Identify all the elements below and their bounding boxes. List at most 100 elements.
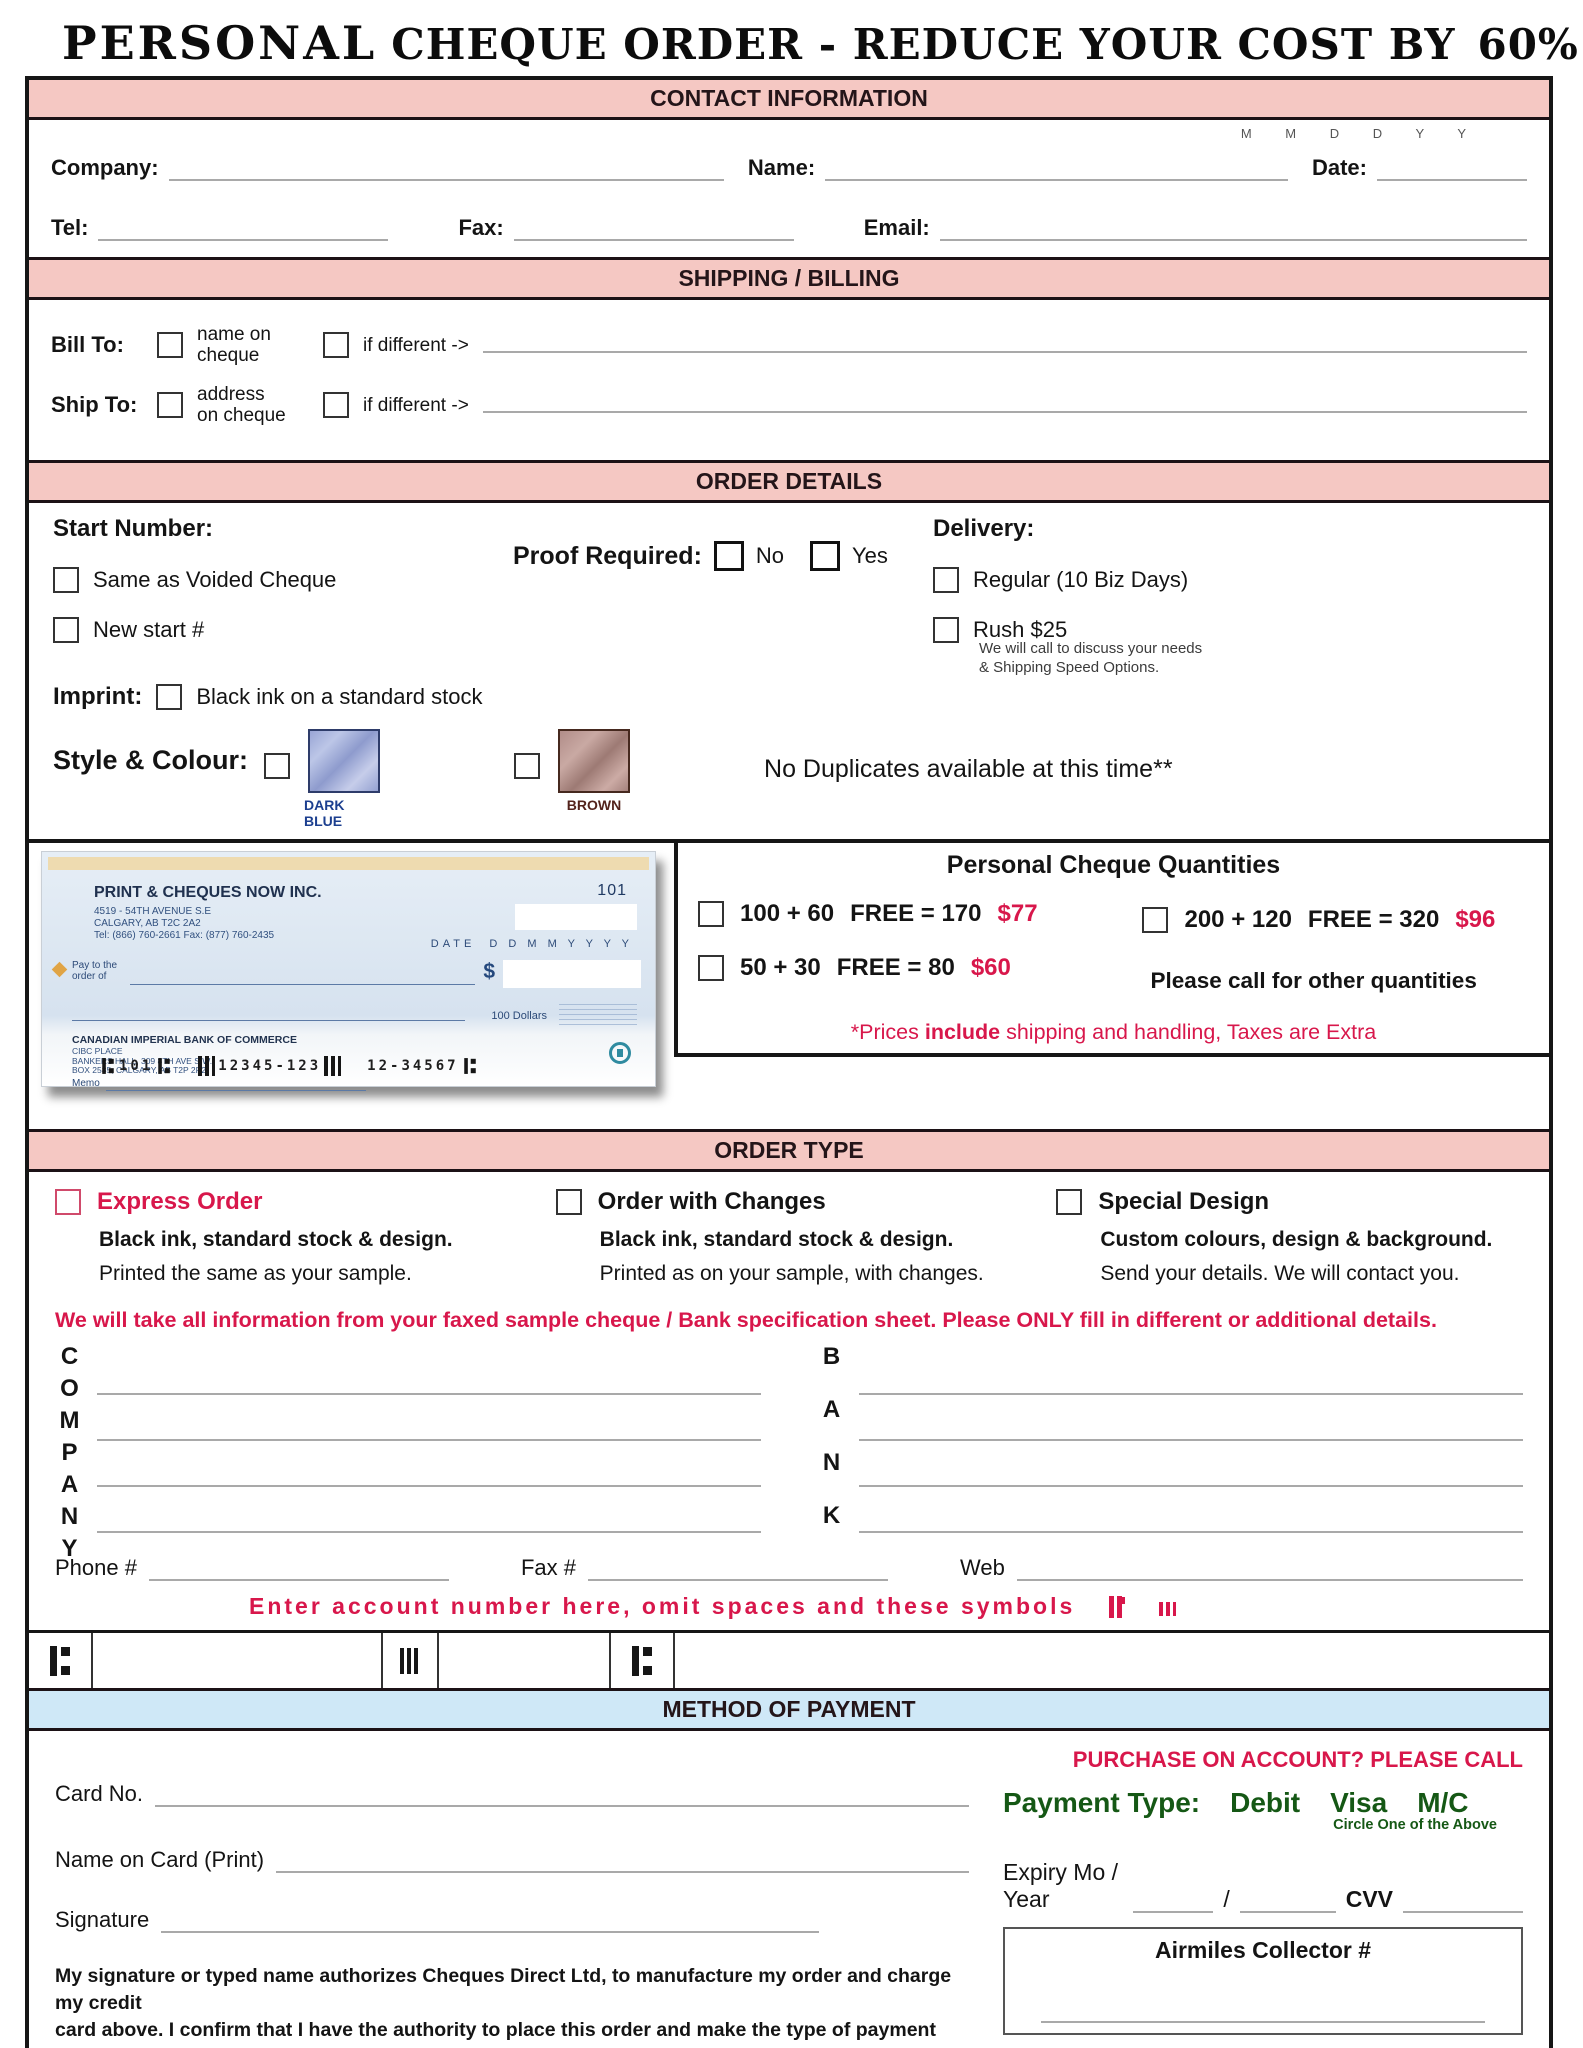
payment-type-visa[interactable]: Visa — [1330, 1787, 1388, 1818]
company-line-1[interactable] — [97, 1349, 761, 1395]
order-type-express: Express Order Black ink, standard stock … — [55, 1188, 522, 1286]
tel-input-line[interactable] — [98, 224, 389, 241]
cheque-payee-line — [130, 984, 475, 985]
micr-transit-icon — [399, 1647, 421, 1674]
account-number-row — [29, 1630, 1549, 1688]
bill-name-on-cheque-checkbox[interactable] — [157, 332, 183, 358]
brown-swatch[interactable] — [558, 729, 631, 793]
proof-no-checkbox[interactable] — [713, 541, 744, 571]
order-with-changes-checkbox[interactable] — [555, 1189, 582, 1215]
name-on-card-label: Name on Card (Print) — [55, 1847, 265, 1872]
payment-type-row: Payment Type: Debit Visa M/C — [1003, 1787, 1523, 1819]
order-type-changes: Order with Changes Black ink, standard s… — [555, 1188, 1023, 1286]
expiry-year-line[interactable] — [1239, 1889, 1336, 1913]
company-line-2[interactable] — [97, 1395, 761, 1441]
airmiles-input-line[interactable] — [1041, 2021, 1485, 2023]
dark-blue-checkbox[interactable] — [264, 753, 291, 779]
institution-number-cell[interactable] — [439, 1633, 611, 1688]
ship-if-different-label: if different -> — [363, 394, 469, 416]
date-input-line[interactable] — [1377, 164, 1527, 181]
express-order-desc2: Printed the same as your sample. — [99, 1262, 412, 1285]
proof-no-label: No — [755, 543, 785, 568]
ship-address-on-cheque-checkbox[interactable] — [157, 392, 183, 418]
quantities-panel: Personal Cheque Quantities 100 + 60 FREE… — [674, 843, 1549, 1057]
brown-checkbox[interactable] — [514, 753, 541, 779]
ship-address-input-line[interactable] — [482, 397, 1527, 414]
micr-symbol-cell-1 — [29, 1633, 93, 1688]
account-number-instruction: Enter account number here, omit spaces a… — [29, 1581, 1549, 1630]
dark-blue-swatch[interactable] — [308, 729, 381, 793]
company-bank-section: COMPANY BANK — [29, 1341, 1549, 1567]
branch-number-cell[interactable] — [93, 1633, 383, 1688]
micr-transit-icon — [198, 1056, 216, 1076]
order-with-changes-desc1: Black ink, standard stock & design. — [599, 1228, 954, 1251]
cheque-security-stamp — [559, 1004, 637, 1026]
purchase-on-account-note: PURCHASE ON ACCOUNT? PLEASE CALL — [1072, 1747, 1523, 1772]
card-no-input-line[interactable] — [155, 1784, 969, 1807]
call-for-quantities-note: Please call for other quantities — [1150, 968, 1477, 993]
cheque-micr-line: 101 12345-123 12-34567 — [100, 1055, 478, 1077]
company-line-4[interactable] — [97, 1487, 761, 1533]
delivery-rush-label: Rush $25 — [973, 617, 1068, 642]
rush-note: We will call to discuss your needs & Shi… — [979, 640, 1203, 676]
qty-100-checkbox[interactable] — [698, 901, 724, 927]
order-type-special: Special Design Custom colours, design & … — [1056, 1188, 1523, 1286]
express-order-checkbox[interactable] — [55, 1189, 81, 1215]
web-input-line[interactable] — [1016, 1558, 1523, 1581]
qty-50-checkbox[interactable] — [698, 955, 724, 981]
special-design-checkbox[interactable] — [1056, 1189, 1083, 1215]
fax-label: Fax: — [458, 215, 504, 240]
email-input-line[interactable] — [939, 224, 1527, 241]
fax-input-line[interactable] — [513, 224, 794, 241]
same-as-voided-checkbox[interactable] — [53, 567, 79, 593]
fax-number-input-line[interactable] — [588, 1558, 888, 1581]
quantity-option-100: 100 + 60 FREE = 170 $77 — [698, 900, 1142, 928]
expiry-label: Expiry Mo / Year — [1003, 1859, 1119, 1912]
name-input-line[interactable] — [825, 164, 1288, 181]
bill-if-different-checkbox[interactable] — [323, 332, 349, 358]
bank-line-3[interactable] — [859, 1441, 1523, 1487]
special-design-desc2: Send your details. We will contact you. — [1100, 1262, 1460, 1285]
cheque-company-address: 4519 - 54TH AVENUE S.E CALGARY, AB T2C 2… — [94, 906, 275, 941]
delivery-regular-checkbox[interactable] — [933, 567, 959, 593]
brown-swatch-label: BROWN — [566, 797, 622, 813]
new-start-checkbox[interactable] — [53, 617, 79, 643]
delivery-rush-checkbox[interactable] — [933, 617, 959, 643]
ship-option-label: address on cheque — [197, 384, 286, 426]
prices-note-post: shipping and handling, Taxes are Extra — [1000, 1020, 1377, 1044]
cheque-date-hint: D D M M Y Y Y Y — [489, 938, 633, 950]
signature-input-line[interactable] — [161, 1910, 820, 1933]
bank-line-4[interactable] — [859, 1487, 1523, 1533]
imprint-option-label: Black ink on a standard stock — [196, 684, 483, 709]
imprint-checkbox[interactable] — [156, 684, 183, 710]
payment-type-mc[interactable]: M/C — [1417, 1787, 1469, 1818]
qty-200-checkbox[interactable] — [1142, 907, 1169, 933]
cheque-micr-transit: 12345-123 — [218, 1058, 322, 1074]
ship-if-different-checkbox[interactable] — [323, 392, 349, 418]
company-line-3[interactable] — [97, 1441, 761, 1487]
company-input-line[interactable] — [168, 164, 724, 181]
bill-address-input-line[interactable] — [482, 337, 1527, 354]
cheque-security-emblem-icon — [609, 1042, 631, 1064]
micr-transit-icon — [324, 1056, 342, 1076]
name-on-card-input-line[interactable] — [276, 1850, 969, 1873]
start-number-label: Start Number: — [53, 515, 214, 542]
company-vertical-label: COMPANY — [56, 1343, 83, 1567]
prices-note-pre: *Prices — [850, 1020, 925, 1044]
circle-one-note: Circle One of the Above — [1333, 1817, 1497, 1833]
proof-yes-checkbox[interactable] — [810, 541, 841, 571]
phone-input-line[interactable] — [148, 1558, 449, 1581]
card-no-label: Card No. — [55, 1781, 144, 1806]
same-as-voided-label: Same as Voided Cheque — [93, 567, 337, 592]
bank-line-2[interactable] — [859, 1395, 1523, 1441]
delivery-label: Delivery: — [933, 515, 1035, 542]
cvv-input-line[interactable] — [1403, 1889, 1523, 1913]
payment-type-debit[interactable]: Debit — [1230, 1787, 1301, 1818]
bank-line-1[interactable] — [859, 1349, 1523, 1395]
expiry-month-line[interactable] — [1133, 1889, 1214, 1913]
account-number-cell[interactable] — [675, 1633, 1549, 1688]
qty-200-price: $96 — [1455, 906, 1496, 933]
cheque-bank-name: CANADIAN IMPERIAL BANK OF COMMERCE — [72, 1034, 297, 1046]
bank-lines — [845, 1343, 1523, 1539]
bill-option-label: name on cheque — [197, 324, 271, 366]
